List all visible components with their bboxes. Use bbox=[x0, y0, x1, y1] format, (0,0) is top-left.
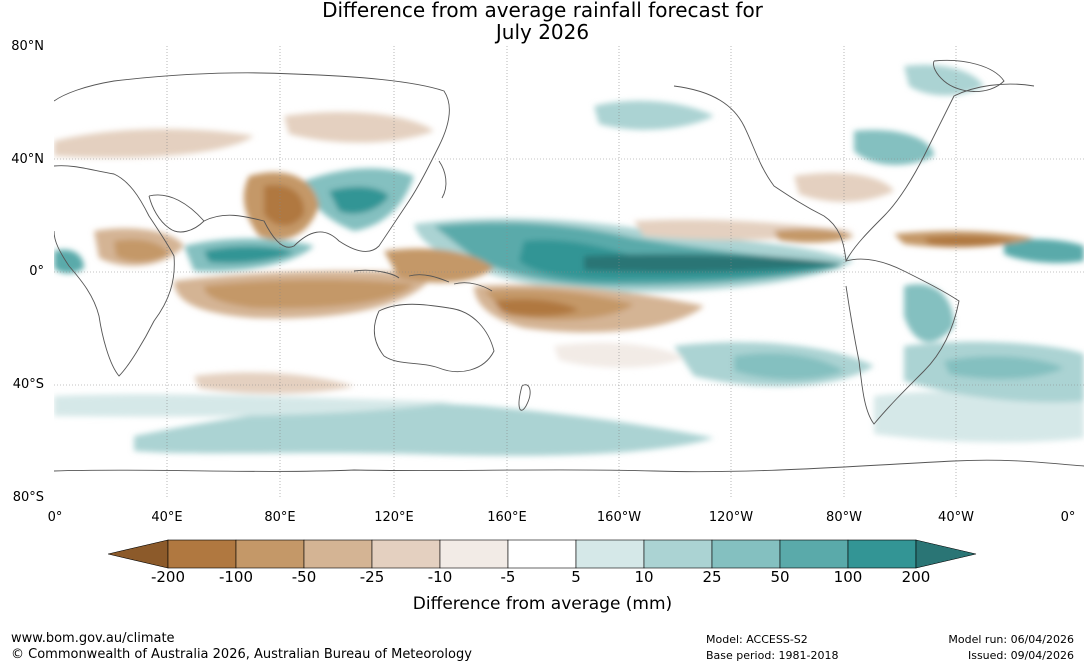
colorbar-tick-label: 50 bbox=[770, 568, 790, 586]
colorbar-bin-min-extend bbox=[108, 539, 169, 569]
colorbar-label: Difference from average (mm) bbox=[412, 594, 673, 614]
colorbar-tick-label: -10 bbox=[427, 568, 453, 586]
colorbar-bin-9 bbox=[711, 539, 781, 569]
graticule bbox=[54, 46, 1084, 498]
colorbar-tick-label: 25 bbox=[702, 568, 722, 586]
lon-label-40w: 40°W bbox=[938, 510, 974, 525]
colorbar-tick-label: 10 bbox=[634, 568, 654, 586]
colorbar-bin-max-extend bbox=[915, 539, 977, 569]
colorbar bbox=[108, 539, 977, 569]
footer-issued: Issued: 09/04/2026 bbox=[967, 649, 1074, 662]
colorbar-tick-label: 100 bbox=[833, 568, 863, 586]
colorbar-bin-7 bbox=[575, 539, 645, 569]
lon-label-0: 0° bbox=[47, 510, 63, 525]
colorbar-bin-11 bbox=[847, 539, 917, 569]
lat-label-40n: 40°N bbox=[11, 152, 44, 167]
colorbar-bin-4 bbox=[371, 539, 441, 569]
colorbar-bin-8 bbox=[643, 539, 713, 569]
colorbar-tick-label: -50 bbox=[291, 568, 317, 586]
colorbar-tick-label: -5 bbox=[500, 568, 516, 586]
footer-model-run: Model run: 06/04/2026 bbox=[948, 633, 1074, 646]
footer-model: Model: ACCESS-S2 bbox=[706, 633, 808, 646]
colorbar-tick-label: -100 bbox=[218, 568, 254, 586]
footer-url[interactable]: www.bom.gov.au/climate bbox=[11, 631, 175, 646]
colorbar-bin-1 bbox=[167, 539, 237, 569]
lon-label-120w: 120°W bbox=[708, 510, 754, 525]
lon-label-120e: 120°E bbox=[374, 510, 414, 525]
chart-subtitle-month: July 2026 bbox=[495, 20, 590, 44]
colorbar-tick-label: 200 bbox=[901, 568, 931, 586]
colorbar-bin-2 bbox=[235, 539, 305, 569]
colorbar-tick-label: 5 bbox=[571, 568, 581, 586]
rainfall-anomaly-map bbox=[54, 46, 1084, 498]
lon-label-40e: 40°E bbox=[151, 510, 183, 525]
lat-label-80n: 80°N bbox=[11, 39, 44, 54]
lon-label-160e: 160°E bbox=[487, 510, 527, 525]
colorbar-tick-label: -25 bbox=[359, 568, 385, 586]
colorbar-bin-3 bbox=[303, 539, 373, 569]
colorbar-bin-5 bbox=[439, 539, 509, 569]
lon-label-360: 0° bbox=[1060, 510, 1076, 525]
colorbar-bin-10 bbox=[779, 539, 849, 569]
map-svg bbox=[54, 46, 1084, 498]
colorbar-bin-6 bbox=[507, 539, 577, 569]
anomaly-fields bbox=[54, 64, 1084, 456]
lat-label-40s: 40°S bbox=[12, 377, 44, 392]
lat-label-80s: 80°S bbox=[12, 490, 44, 505]
footer-base-period: Base period: 1981-2018 bbox=[706, 649, 839, 662]
lat-label-equator: 0° bbox=[29, 264, 44, 279]
colorbar-tick-label: -200 bbox=[150, 568, 186, 586]
lon-label-80w: 80°W bbox=[826, 510, 862, 525]
footer-copyright: © Commonwealth of Australia 2026, Austra… bbox=[11, 647, 472, 662]
lon-label-160w: 160°W bbox=[596, 510, 642, 525]
chart-title: Difference from average rainfall forecas… bbox=[322, 0, 763, 22]
lon-label-80e: 80°E bbox=[264, 510, 296, 525]
coastlines bbox=[54, 59, 1084, 473]
